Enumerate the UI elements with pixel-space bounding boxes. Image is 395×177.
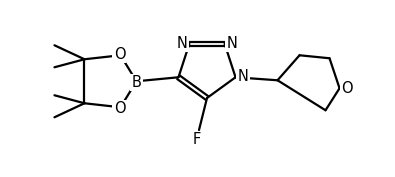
Text: F: F [193, 132, 201, 147]
Text: O: O [342, 81, 353, 96]
Text: N: N [177, 36, 187, 51]
Text: O: O [114, 101, 125, 116]
Text: B: B [132, 75, 141, 90]
Text: N: N [237, 69, 248, 84]
Text: N: N [227, 36, 237, 51]
Text: O: O [114, 47, 125, 62]
